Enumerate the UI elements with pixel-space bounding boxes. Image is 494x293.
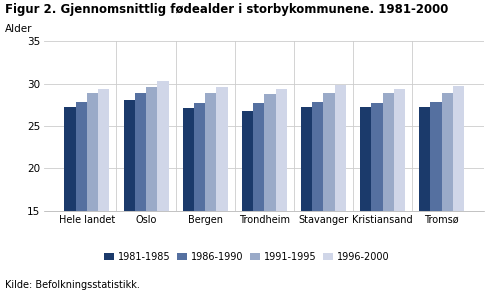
Bar <box>87 93 98 293</box>
Bar <box>276 88 287 293</box>
Bar <box>205 93 216 293</box>
Text: Alder: Alder <box>5 24 33 34</box>
Text: Kilde: Befolkningsstatistikk.: Kilde: Befolkningsstatistikk. <box>5 280 140 290</box>
Legend: 1981-1985, 1986-1990, 1991-1995, 1996-2000: 1981-1985, 1986-1990, 1991-1995, 1996-20… <box>104 252 390 262</box>
Bar <box>157 81 168 293</box>
Text: Figur 2. Gjennomsnittlig fødealder i storbykommunene. 1981-2000: Figur 2. Gjennomsnittlig fødealder i sto… <box>5 3 449 16</box>
Bar <box>98 88 109 293</box>
Bar <box>334 85 346 293</box>
Bar <box>394 88 405 293</box>
Bar <box>312 102 324 293</box>
Bar <box>135 93 146 293</box>
Bar <box>124 100 135 293</box>
Bar <box>194 103 205 293</box>
Bar <box>382 93 394 293</box>
Bar <box>430 102 442 293</box>
Bar <box>324 93 334 293</box>
Bar <box>64 107 76 293</box>
Bar <box>253 103 264 293</box>
Bar <box>453 86 464 293</box>
Bar <box>76 102 87 293</box>
Bar <box>301 107 312 293</box>
Bar <box>242 111 253 293</box>
Bar <box>183 108 194 293</box>
Bar <box>216 87 228 293</box>
Bar <box>360 107 371 293</box>
Bar <box>419 107 430 293</box>
Bar <box>264 94 276 293</box>
Bar <box>442 93 453 293</box>
Bar <box>146 87 157 293</box>
Bar <box>371 103 382 293</box>
